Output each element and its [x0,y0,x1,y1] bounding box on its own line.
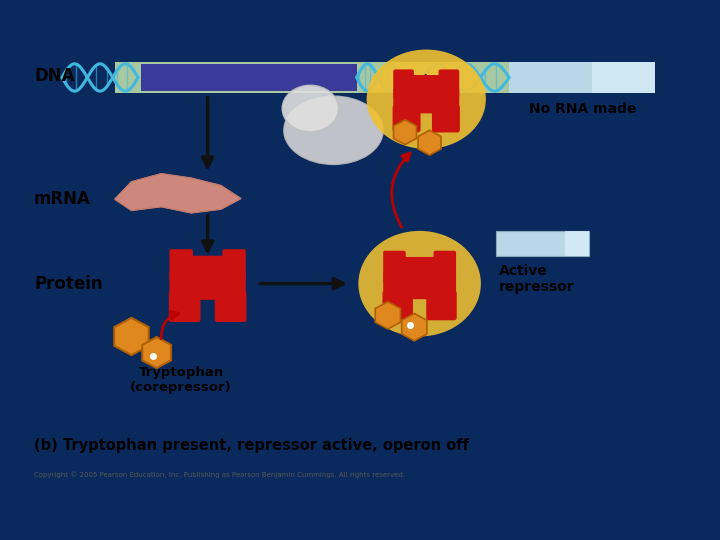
Ellipse shape [284,96,383,164]
Text: Active
repressor: Active repressor [499,264,575,294]
FancyBboxPatch shape [383,272,456,299]
FancyBboxPatch shape [169,272,246,300]
Ellipse shape [359,231,481,336]
FancyBboxPatch shape [565,232,588,256]
FancyBboxPatch shape [393,70,414,98]
Text: mRNA: mRNA [34,190,91,207]
Ellipse shape [366,50,486,149]
Text: /  /: / / [403,73,427,91]
FancyBboxPatch shape [402,257,438,276]
FancyBboxPatch shape [438,70,459,98]
Text: No RNA made: No RNA made [529,102,636,116]
FancyBboxPatch shape [189,256,226,276]
FancyBboxPatch shape [222,249,246,282]
FancyBboxPatch shape [115,62,413,93]
Ellipse shape [282,85,338,132]
Text: Protein: Protein [34,275,103,293]
FancyBboxPatch shape [392,105,420,132]
FancyBboxPatch shape [168,291,201,322]
Text: DNA: DNA [34,68,75,85]
FancyBboxPatch shape [426,291,456,320]
FancyBboxPatch shape [169,249,193,282]
FancyBboxPatch shape [509,62,654,93]
FancyBboxPatch shape [410,75,443,93]
FancyBboxPatch shape [215,291,246,322]
FancyBboxPatch shape [393,89,459,113]
FancyBboxPatch shape [382,291,413,320]
Polygon shape [115,174,240,213]
FancyBboxPatch shape [592,62,654,93]
FancyBboxPatch shape [138,64,356,91]
Text: Copyright © 2005 Pearson Education, Inc. Publishing as Pearson Benjamin Cummings: Copyright © 2005 Pearson Education, Inc.… [34,471,405,478]
FancyBboxPatch shape [496,232,588,256]
FancyBboxPatch shape [364,62,509,93]
FancyBboxPatch shape [432,105,460,132]
FancyBboxPatch shape [115,62,141,93]
Text: (b) Tryptophan present, repressor active, operon off: (b) Tryptophan present, repressor active… [34,438,469,453]
FancyBboxPatch shape [383,251,405,282]
Text: Tryptophan
(corepressor): Tryptophan (corepressor) [130,366,232,394]
FancyBboxPatch shape [433,251,456,282]
